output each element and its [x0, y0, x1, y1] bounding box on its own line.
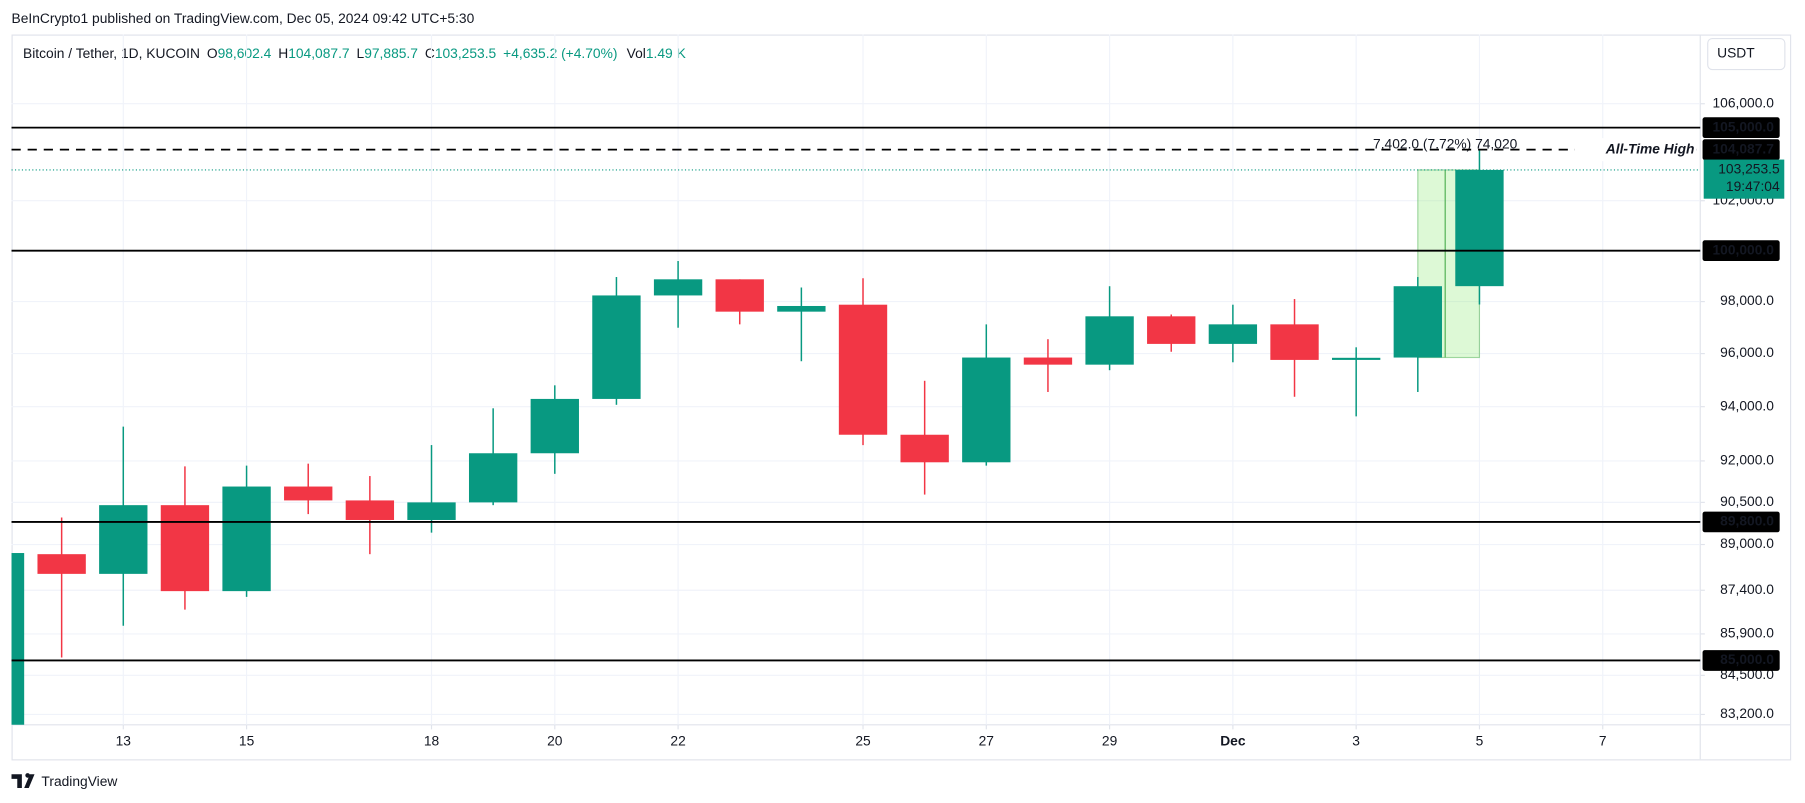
candle-body: [715, 279, 764, 312]
candle-body: [1085, 316, 1134, 365]
y-tick-label: 87,400.0: [1720, 582, 1774, 597]
candle-body: [222, 486, 271, 592]
footer: TradingView: [11, 773, 117, 789]
candle-body: [37, 554, 86, 574]
x-tick-label: 22: [670, 734, 685, 749]
level-note: All-Time High: [1605, 141, 1695, 156]
candle-body: [1270, 324, 1319, 360]
level-label-box: [1702, 511, 1780, 533]
candle-body: [1455, 169, 1504, 287]
candle-body: [777, 305, 826, 312]
level-label: 100,000.0: [1713, 242, 1775, 257]
level-label: 105,000.0: [1713, 119, 1775, 134]
candle-body: [345, 500, 395, 520]
candle-body: [1023, 357, 1073, 365]
level-label: 104,087.7: [1713, 141, 1775, 156]
plot: [11, 149, 1701, 725]
level-label-box: [1702, 117, 1780, 138]
ohlc-key: H: [278, 46, 288, 61]
candle-body: [1208, 324, 1258, 344]
chart-frame: [11, 34, 1792, 761]
symbol-title: Bitcoin / Tether, 1D, KUCOIN: [23, 46, 200, 61]
ohlc-key: L: [357, 46, 365, 61]
y-tick-label: 85,900.0: [1720, 626, 1774, 641]
y-tick-label: 92,000.0: [1720, 453, 1774, 468]
logo: [11, 773, 35, 789]
volume-key: Vol: [627, 46, 646, 61]
candle-body: [1331, 357, 1381, 360]
candle-body: [11, 553, 25, 725]
candle-body: [1393, 286, 1442, 358]
change: +4,635.2 (+4.70%): [503, 46, 617, 61]
level-label-box: [1702, 650, 1780, 671]
y-tick-label: 94,000.0: [1720, 398, 1774, 413]
candle-body: [160, 505, 210, 592]
y-tick-label: 89,000.0: [1720, 536, 1774, 551]
y-tick-label: 96,000.0: [1720, 345, 1774, 360]
level-note-bg: [1574, 138, 1697, 162]
x-tick-label: 20: [547, 734, 563, 749]
candle-body: [653, 279, 703, 296]
ohlc-key: O: [207, 46, 218, 61]
y-tick-label: 83,200.0: [1720, 706, 1774, 721]
candle-body: [900, 434, 949, 463]
attribution: BeInCrypto1 published on TradingView.com…: [12, 11, 475, 26]
candle-body: [284, 486, 333, 501]
brand: TradingView: [41, 774, 117, 789]
candle-body: [530, 398, 579, 454]
candle-body: [592, 295, 641, 399]
y-tick-label: 98,000.0: [1720, 293, 1774, 308]
price-label-box: [1703, 159, 1785, 199]
price-label: 103,253.5: [1718, 162, 1780, 177]
x-tick-label: Dec: [1220, 734, 1246, 749]
candle-body: [407, 502, 456, 520]
x-tick-label: 18: [424, 734, 440, 749]
level-label: 85,000.0: [1720, 652, 1774, 667]
x-tick-label: 27: [979, 734, 994, 749]
x-tick-label: 3: [1352, 734, 1360, 749]
x-tick-label: 29: [1102, 734, 1118, 749]
currency-box[interactable]: [1707, 37, 1786, 71]
level-label-box: [1702, 139, 1780, 160]
y-tick-label: 106,000.0: [1713, 95, 1775, 110]
level-label-box: [1702, 240, 1780, 262]
x-tick-label: 13: [116, 734, 132, 749]
ohlc-legend: Bitcoin / Tether, 1D, KUCOIN O98,602.4 H10…: [23, 46, 687, 61]
x-tick-label: 5: [1476, 734, 1484, 749]
currency[interactable]: USDT: [1717, 46, 1755, 61]
countdown: 19:47:04: [1726, 179, 1780, 194]
axes: 106,000.0102,000.098,000.096,000.094,000…: [11, 95, 1785, 749]
volume-value: 1.49 K: [646, 46, 687, 61]
candle-body: [838, 304, 888, 435]
candle-body: [962, 357, 1011, 463]
ohlc-value: 98,602.4: [218, 46, 272, 61]
measure-label: 7,402.0 (7.72%) 74,020: [1373, 136, 1518, 151]
ohlc-key: C: [425, 46, 435, 61]
candle-body: [99, 505, 148, 574]
candle-body: [1147, 316, 1196, 344]
x-tick-label: 7: [1599, 734, 1607, 749]
ohlc-value: 104,087.7: [288, 46, 349, 61]
x-tick-label: 15: [239, 734, 255, 749]
y-tick-label: 90,500.0: [1720, 494, 1774, 509]
level-label: 89,800.0: [1720, 514, 1774, 529]
ohlc-value: 97,885.7: [364, 46, 418, 61]
ohlc-value: 103,253.5: [435, 46, 497, 61]
x-tick-label: 25: [855, 734, 871, 749]
candle-body: [468, 453, 518, 503]
